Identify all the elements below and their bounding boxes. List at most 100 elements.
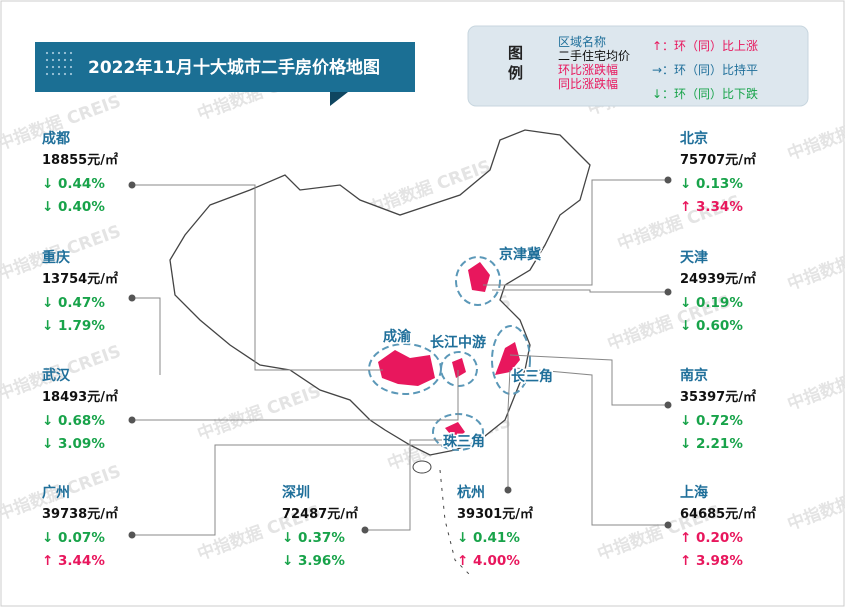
dot bbox=[69, 58, 73, 62]
dot bbox=[69, 65, 73, 69]
region-label: 珠三角 bbox=[443, 433, 485, 450]
dot bbox=[51, 51, 55, 55]
legend-title: 图例 bbox=[508, 44, 523, 82]
city-mom: ↓ 0.13% bbox=[680, 176, 743, 192]
legend-symbol: →：环（同）比持平 bbox=[652, 62, 758, 77]
city-mom: ↓ 0.19% bbox=[680, 295, 743, 311]
city-name: 天津 bbox=[680, 249, 708, 266]
dot bbox=[51, 72, 55, 76]
leader-dot bbox=[664, 288, 672, 296]
legend-symbol: ↑：环（同）比上涨 bbox=[652, 38, 758, 53]
title: 2022年11月十大城市二手房价格地图 bbox=[88, 57, 380, 78]
dot bbox=[57, 51, 61, 55]
leader bbox=[483, 179, 668, 286]
china-outline bbox=[169, 129, 591, 456]
city-name: 南京 bbox=[680, 367, 708, 384]
leader-dot bbox=[128, 294, 136, 302]
city-yoy: ↓ 0.60% bbox=[680, 318, 743, 334]
city-yoy: ↑ 3.98% bbox=[680, 553, 743, 569]
region-circle bbox=[368, 343, 442, 395]
city-yoy: ↓ 1.79% bbox=[42, 318, 105, 334]
dot bbox=[63, 51, 67, 55]
city-mom: ↑ 0.20% bbox=[680, 530, 743, 546]
city-mom: ↓ 0.68% bbox=[42, 413, 105, 429]
dot bbox=[69, 72, 73, 76]
dot bbox=[51, 65, 55, 69]
city-price: 39738元/㎡ bbox=[42, 506, 118, 522]
city-name: 上海 bbox=[680, 484, 708, 501]
region-label: 成渝 bbox=[383, 328, 412, 345]
legend-item: 同比涨跌幅 bbox=[558, 76, 618, 91]
leader bbox=[514, 367, 668, 526]
city-name: 北京 bbox=[680, 130, 708, 147]
dot bbox=[57, 58, 61, 62]
leader-lines bbox=[132, 179, 668, 536]
dot bbox=[63, 65, 67, 69]
leader-dot bbox=[664, 521, 672, 529]
city-price: 35397元/㎡ bbox=[680, 389, 756, 405]
leader-dot bbox=[664, 176, 672, 184]
leader bbox=[132, 370, 459, 421]
dot bbox=[69, 51, 73, 55]
region-label: 长江中游 bbox=[430, 334, 486, 351]
region-circle bbox=[440, 351, 478, 387]
leader-dot bbox=[504, 486, 512, 494]
dot bbox=[51, 58, 55, 62]
legend-title-char: 例 bbox=[508, 64, 523, 82]
legend-box bbox=[467, 25, 809, 107]
city-name: 重庆 bbox=[42, 249, 70, 266]
city-name: 深圳 bbox=[282, 484, 310, 501]
banner-dots bbox=[45, 51, 73, 76]
dot bbox=[63, 58, 67, 62]
legend-item: 二手住宅均价 bbox=[558, 48, 630, 63]
city-name: 武汉 bbox=[42, 367, 71, 384]
city-mom: ↓ 0.37% bbox=[282, 530, 345, 546]
banner bbox=[35, 42, 415, 92]
dot bbox=[63, 72, 67, 76]
leader bbox=[507, 369, 511, 490]
city-mom: ↓ 0.72% bbox=[680, 413, 743, 429]
city-mom: ↓ 0.44% bbox=[42, 176, 105, 192]
city-price: 39301元/㎡ bbox=[457, 506, 533, 522]
city-mom: ↓ 0.07% bbox=[42, 530, 105, 546]
city-name: 杭州 bbox=[457, 484, 485, 501]
city-price: 24939元/㎡ bbox=[680, 271, 756, 287]
city-yoy: ↓ 3.96% bbox=[282, 553, 345, 569]
region-label: 长三角 bbox=[511, 368, 553, 385]
city-price: 72487元/㎡ bbox=[282, 506, 358, 522]
leader bbox=[365, 439, 453, 531]
city-price: 18493元/㎡ bbox=[42, 389, 118, 405]
region-circle bbox=[491, 325, 531, 395]
legend-symbol: ↓：环（同）比下跌 bbox=[652, 86, 758, 101]
dot bbox=[45, 72, 49, 76]
hainan bbox=[412, 460, 432, 474]
city-price: 75707元/㎡ bbox=[680, 152, 756, 168]
city-yoy: ↑ 3.44% bbox=[42, 553, 105, 569]
city-price: 18855元/㎡ bbox=[42, 152, 118, 168]
leader bbox=[132, 184, 383, 371]
city-name: 广州 bbox=[42, 484, 70, 501]
leader bbox=[132, 297, 161, 375]
blob bbox=[445, 422, 465, 440]
leader-dot bbox=[664, 401, 672, 409]
dot bbox=[45, 51, 49, 55]
city-price: 13754元/㎡ bbox=[42, 271, 118, 287]
dot bbox=[57, 65, 61, 69]
blob bbox=[452, 358, 466, 378]
region-circle bbox=[455, 256, 501, 306]
city-yoy: ↓ 0.40% bbox=[42, 199, 105, 215]
city-yoy: ↑ 3.34% bbox=[680, 199, 743, 215]
city-mom: ↓ 0.47% bbox=[42, 295, 105, 311]
region-label: 京津冀 bbox=[499, 246, 541, 263]
leader-dot bbox=[361, 526, 369, 534]
leader-dot bbox=[128, 181, 136, 189]
city-yoy: ↓ 2.21% bbox=[680, 436, 743, 452]
leader bbox=[509, 354, 668, 406]
legend-title-char: 图 bbox=[508, 44, 523, 62]
city-name: 成都 bbox=[42, 130, 70, 147]
blob bbox=[495, 342, 520, 375]
title-banner: 2022年11月十大城市二手房价格地图 bbox=[35, 42, 415, 106]
